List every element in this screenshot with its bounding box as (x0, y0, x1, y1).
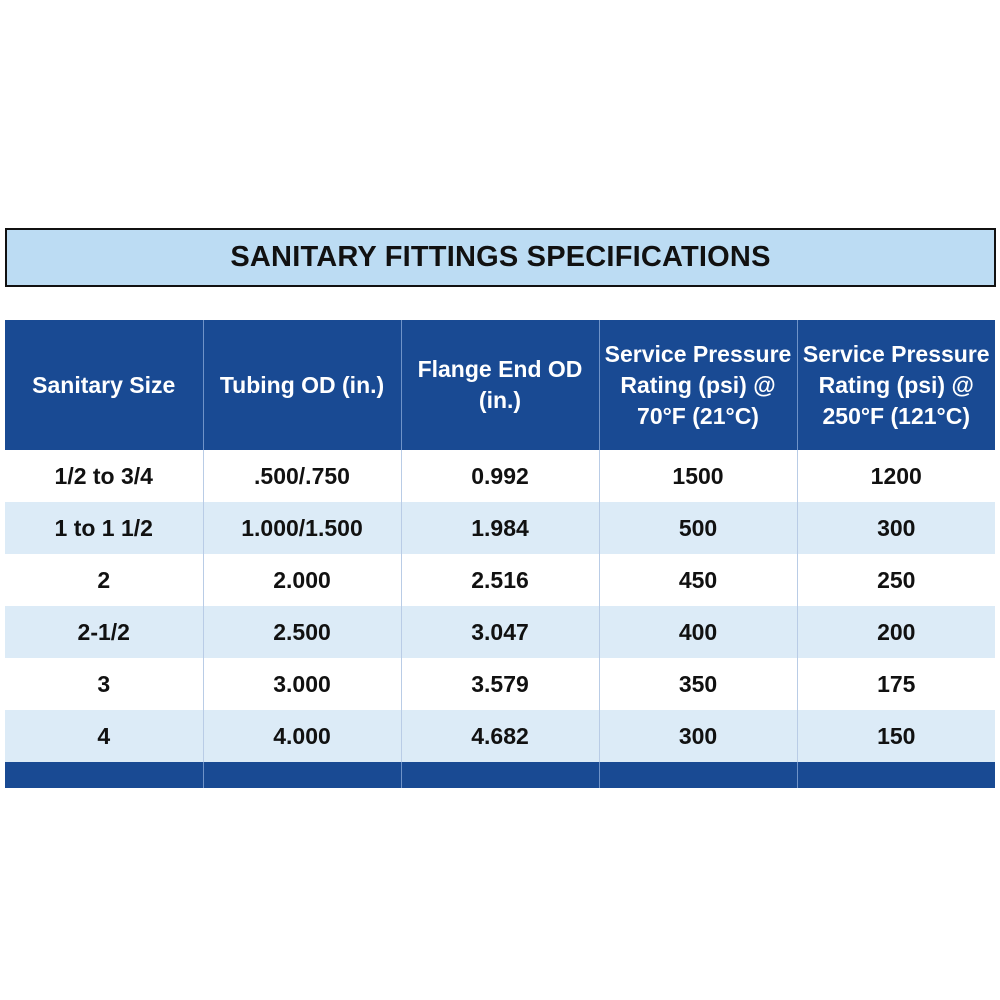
table-cell: 3.047 (400, 606, 600, 658)
table-cell: 200 (796, 606, 995, 658)
table-cell: 2-1/2 (5, 606, 204, 658)
table-header-row: Sanitary Size Tubing OD (in.) Flange End… (5, 320, 995, 450)
table-cell: 1200 (796, 450, 995, 502)
table-cell: 250 (796, 554, 995, 606)
table-cell: 2.500 (202, 606, 402, 658)
table-row: 4 4.000 4.682 300 150 (5, 710, 995, 762)
table-cell: 2 (5, 554, 204, 606)
table-cell: 2.000 (202, 554, 402, 606)
footer-cell (598, 762, 798, 788)
table-row: 2 2.000 2.516 450 250 (5, 554, 995, 606)
table-row: 1 to 1 1/2 1.000/1.500 1.984 500 300 (5, 502, 995, 554)
title-banner: SANITARY FITTINGS SPECIFICATIONS (5, 228, 996, 287)
table-cell: 3.579 (400, 658, 600, 710)
table-footer-bar (5, 762, 995, 788)
column-header-tubing-od: Tubing OD (in.) (202, 320, 402, 450)
column-header-sanitary-size: Sanitary Size (5, 320, 204, 450)
page-title: SANITARY FITTINGS SPECIFICATIONS (230, 241, 771, 273)
table-cell: 0.992 (400, 450, 600, 502)
table-cell: 1/2 to 3/4 (5, 450, 204, 502)
footer-cell (796, 762, 995, 788)
table-cell: 400 (598, 606, 798, 658)
table-row: 3 3.000 3.579 350 175 (5, 658, 995, 710)
specifications-table: Sanitary Size Tubing OD (in.) Flange End… (5, 320, 995, 788)
table-cell: 1 to 1 1/2 (5, 502, 204, 554)
table-cell: 300 (796, 502, 995, 554)
column-header-pressure-250f: Service Pressure Rating (psi) @ 250°F (1… (796, 320, 995, 450)
column-header-flange-end-od: Flange End OD (in.) (400, 320, 600, 450)
footer-cell (400, 762, 600, 788)
table-cell: 4.000 (202, 710, 402, 762)
column-header-pressure-70f: Service Pressure Rating (psi) @ 70°F (21… (598, 320, 798, 450)
table-cell: 4.682 (400, 710, 600, 762)
footer-cell (202, 762, 402, 788)
table-cell: 300 (598, 710, 798, 762)
table-row: 2-1/2 2.500 3.047 400 200 (5, 606, 995, 658)
table-cell: 150 (796, 710, 995, 762)
table-cell: 350 (598, 658, 798, 710)
table-cell: 1500 (598, 450, 798, 502)
table-cell: 1.984 (400, 502, 600, 554)
table-row: 1/2 to 3/4 .500/.750 0.992 1500 1200 (5, 450, 995, 502)
table-cell: 3.000 (202, 658, 402, 710)
table-cell: 175 (796, 658, 995, 710)
table-cell: 3 (5, 658, 204, 710)
table-cell: .500/.750 (202, 450, 402, 502)
table-cell: 4 (5, 710, 204, 762)
footer-cell (5, 762, 204, 788)
table-cell: 1.000/1.500 (202, 502, 402, 554)
table-cell: 500 (598, 502, 798, 554)
table-cell: 450 (598, 554, 798, 606)
table-cell: 2.516 (400, 554, 600, 606)
